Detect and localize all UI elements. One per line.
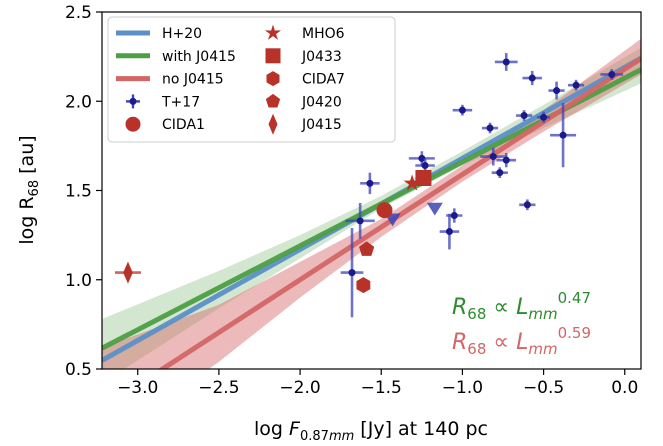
data-point-mho6 xyxy=(403,174,421,191)
legend-label: CIDA7 xyxy=(302,72,345,88)
data-point-t17 xyxy=(572,81,580,89)
data-point-t17 xyxy=(366,179,374,187)
legend-entry-cida7: CIDA7 xyxy=(266,71,345,88)
legend-entry-with-j0415: with J0415 xyxy=(116,49,236,65)
data-point-t17 xyxy=(421,162,429,170)
legend-label: with J0415 xyxy=(162,49,236,65)
data-point-t17 xyxy=(486,124,494,132)
y-tick-label: 2.5 xyxy=(65,3,92,23)
data-point-t17 xyxy=(553,87,561,95)
data-point-t17 xyxy=(489,153,497,161)
legend-marker xyxy=(129,97,137,105)
data-point-t17 xyxy=(520,112,528,120)
legend-marker xyxy=(268,113,278,135)
legend-entry-no-j0415: no J0415 xyxy=(116,72,224,88)
x-axis-label: log F0.87mm [Jy] at 140 pc xyxy=(254,418,488,444)
data-point-j0433 xyxy=(415,170,432,187)
data-point-t17 xyxy=(608,70,616,78)
data-point-t17 xyxy=(356,217,364,225)
x-tick-label: −1.5 xyxy=(361,378,402,398)
legend-label: no J0415 xyxy=(162,72,224,88)
legend-label: CIDA1 xyxy=(162,117,205,133)
legend-entry-t-17: T+17 xyxy=(126,94,200,110)
legend-label: J0420 xyxy=(301,94,342,110)
legend-box xyxy=(107,16,396,143)
data-point-t17 xyxy=(528,74,536,82)
y-axis-ticks: 0.5 1.0 1.5 2.0 2.5 xyxy=(65,3,102,380)
fit-band-no-j0415 xyxy=(102,38,641,369)
x-tick-label: −1.0 xyxy=(442,378,483,398)
data-point-t17 xyxy=(450,211,458,219)
legend-marker xyxy=(266,71,280,87)
legend-label: MHO6 xyxy=(302,26,345,42)
legend: H+20 with J0415 no J0415 T+17 CIDA1 MHO6 J0433… xyxy=(107,16,396,143)
data-point-t17 xyxy=(502,58,510,66)
x-tick-label: 0.0 xyxy=(611,378,638,398)
legend-label: J0433 xyxy=(301,49,342,65)
x-axis-ticks: −3.0 −2.5 −2.0 −1.5 −1.0 −0.5 0.0 xyxy=(117,369,638,398)
legend-label: J0415 xyxy=(301,117,342,133)
upper-limit-marker xyxy=(426,202,443,216)
data-point-t17 xyxy=(540,113,548,121)
legend-label: H+20 xyxy=(162,26,202,42)
data-point-cida1 xyxy=(376,202,393,219)
annotation-slope-047: R68 ∝ Lmm0.47 xyxy=(452,289,591,323)
x-tick-label: −2.5 xyxy=(198,378,239,398)
annotation-slope-059: R68 ∝ Lmm0.59 xyxy=(452,324,591,358)
data-point-j0420 xyxy=(359,241,375,256)
x-tick-label: −0.5 xyxy=(523,378,564,398)
legend-marker xyxy=(125,116,141,132)
data-point-cida7 xyxy=(356,277,371,294)
legend-marker xyxy=(264,24,282,40)
data-point-t17 xyxy=(496,169,504,177)
legend-marker xyxy=(265,93,281,108)
y-tick-label: 2.0 xyxy=(65,92,92,112)
data-point-t17 xyxy=(418,154,426,162)
legend-entry-j0420: J0420 xyxy=(265,93,342,110)
y-tick-label: 1.0 xyxy=(65,271,92,291)
x-tick-label: −3.0 xyxy=(117,378,158,398)
legend-marker xyxy=(265,48,281,64)
legend-entry-j0433: J0433 xyxy=(265,48,342,65)
data-point-t17 xyxy=(502,156,510,164)
data-point-t17 xyxy=(458,106,466,114)
data-point-t17 xyxy=(445,228,453,236)
legend-entry-cida1: CIDA1 xyxy=(125,116,205,133)
y-axis-label: log R68 [au] xyxy=(16,135,42,244)
data-points xyxy=(114,53,624,318)
data-point-t17 xyxy=(348,269,356,277)
data-point-t17 xyxy=(523,201,531,209)
y-tick-label: 0.5 xyxy=(65,360,92,380)
fit-lines xyxy=(102,56,641,369)
legend-entry-j0415: J0415 xyxy=(268,113,342,135)
y-tick-label: 1.5 xyxy=(65,182,92,202)
legend-label: T+17 xyxy=(161,94,200,110)
legend-entry-h-20: H+20 xyxy=(116,26,202,42)
fit-line-no-j0415 xyxy=(157,56,641,369)
x-tick-label: −2.0 xyxy=(279,378,320,398)
data-point-t17 xyxy=(559,131,567,139)
data-point-j0415 xyxy=(123,261,133,284)
legend-entry-mho6: MHO6 xyxy=(264,24,345,42)
